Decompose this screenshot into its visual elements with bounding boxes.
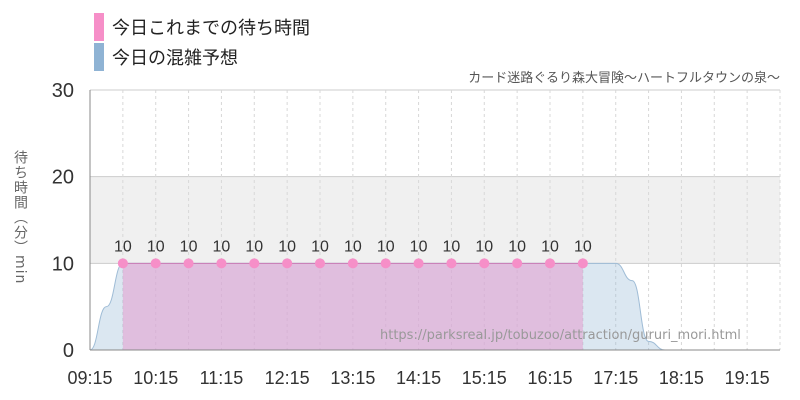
data-label: 10 xyxy=(443,238,461,255)
x-tick-label: 10:15 xyxy=(133,368,178,388)
data-label: 10 xyxy=(541,238,559,255)
source-url: https://parksreal.jp/tobuzoo/attraction/… xyxy=(380,328,741,343)
actual-point xyxy=(479,258,490,269)
x-tick-label: 13:15 xyxy=(330,368,375,388)
actual-point xyxy=(249,258,260,269)
actual-point xyxy=(545,258,555,269)
data-label: 10 xyxy=(278,238,296,255)
actual-point xyxy=(512,258,523,269)
actual-point xyxy=(150,258,161,269)
actual-point xyxy=(380,258,391,269)
legend-label-forecast: 今日の混雑予想 xyxy=(112,48,238,69)
y-tick-label: 20 xyxy=(52,167,74,189)
y-axis-label: 待ち時間（分）min xyxy=(12,150,28,285)
y-tick-label: 30 xyxy=(52,80,74,102)
x-tick-label: 12:15 xyxy=(265,368,310,388)
x-tick-label: 16:15 xyxy=(527,368,572,388)
actual-point xyxy=(347,258,358,269)
x-tick-label: 11:15 xyxy=(200,368,244,388)
actual-point xyxy=(315,258,325,269)
data-label: 10 xyxy=(508,238,526,255)
x-tick-label: 19:15 xyxy=(725,368,770,388)
y-tick-label: 10 xyxy=(52,253,74,275)
band-10-20 xyxy=(90,176,780,264)
data-label: 10 xyxy=(311,238,329,255)
actual-point xyxy=(577,258,588,269)
legend: 今日これまでの待ち時間 今日の混雑予想 xyxy=(94,12,310,72)
data-label: 10 xyxy=(180,238,198,255)
attraction-name: カード迷路ぐるり森大冒険～ハートフルタウンの泉～ xyxy=(468,71,780,86)
actual-point xyxy=(183,258,194,269)
actual-point xyxy=(413,258,424,269)
data-label: 10 xyxy=(377,238,395,255)
data-label: 10 xyxy=(574,238,592,255)
legend-swatch-forecast xyxy=(94,43,104,71)
legend-swatch-actual xyxy=(94,13,104,41)
actual-point xyxy=(282,258,293,269)
actual-area xyxy=(122,263,583,350)
y-tick-label: 0 xyxy=(63,340,74,362)
data-label: 10 xyxy=(213,238,231,255)
actual-point xyxy=(117,258,128,269)
data-label: 10 xyxy=(245,238,263,255)
data-label: 10 xyxy=(410,238,428,255)
x-tick-label: 09:15 xyxy=(67,368,112,388)
actual-point xyxy=(216,258,227,269)
x-tick-label: 17:15 xyxy=(593,368,638,388)
data-label: 10 xyxy=(344,238,362,255)
data-label: 10 xyxy=(475,238,493,255)
legend-item-actual: 今日これまでの待ち時間 xyxy=(94,12,310,42)
x-tick-label: 14:15 xyxy=(396,368,441,388)
legend-item-forecast: 今日の混雑予想 xyxy=(94,42,310,72)
legend-label-actual: 今日これまでの待ち時間 xyxy=(112,18,310,39)
data-label: 10 xyxy=(114,238,132,255)
x-tick-label: 18:15 xyxy=(659,368,704,388)
actual-point xyxy=(446,258,457,269)
data-label: 10 xyxy=(147,238,165,255)
x-tick-label: 15:15 xyxy=(462,368,507,388)
